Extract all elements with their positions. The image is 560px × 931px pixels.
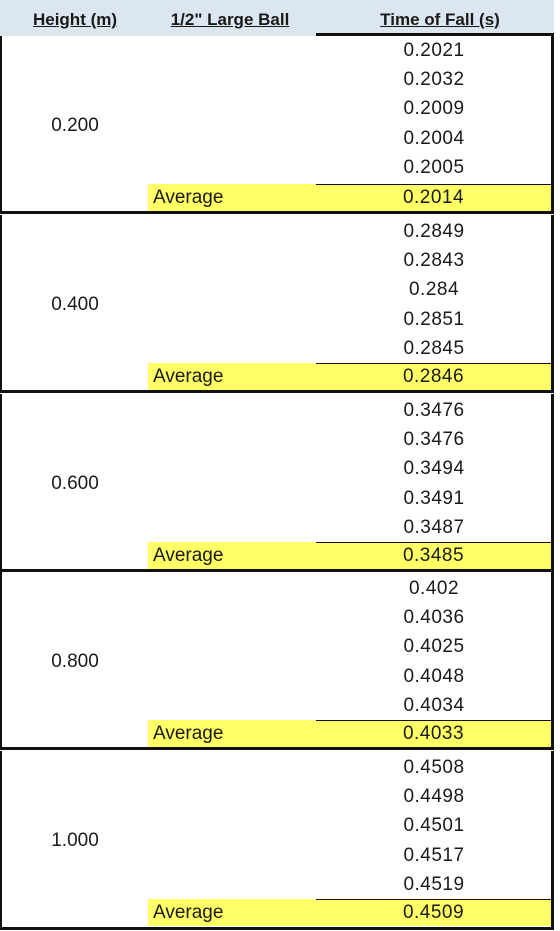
trial-time: 0.4036 <box>403 607 465 628</box>
trial-time: 0.2005 <box>403 157 465 178</box>
average-value: 0.2014 <box>402 187 465 208</box>
group-border-left <box>0 215 2 393</box>
trial-time: 0.4025 <box>403 636 465 657</box>
header-height: Height (m) <box>32 10 118 29</box>
trial-time: 0.2845 <box>403 338 465 359</box>
trial-time: 0.4519 <box>403 874 465 895</box>
height-group: 0.800 0.402 0.4036 0.4025 0.4048 0.4034 … <box>0 572 554 750</box>
group-border-right <box>551 572 554 750</box>
average-label-cell: Average <box>148 899 316 926</box>
trial-time: 0.4508 <box>403 757 465 778</box>
height-value: 0.600 <box>51 473 99 494</box>
trial-time: 0.3491 <box>403 488 465 509</box>
average-value-cell: 0.3485 <box>316 542 551 569</box>
height-value: 0.800 <box>51 651 99 672</box>
group-border-right <box>551 36 554 214</box>
header-time: Time of Fall (s) <box>380 10 500 29</box>
average-label: Average <box>153 187 224 208</box>
trial-time: 0.3487 <box>403 517 465 538</box>
trial-time: 0.2021 <box>403 40 465 61</box>
average-value: 0.4033 <box>402 723 465 744</box>
average-label-cell: Average <box>148 363 316 390</box>
average-value-cell: 0.4509 <box>316 899 551 926</box>
header-ball: 1/2" Large Ball <box>170 10 290 29</box>
group-border-bottom <box>0 390 554 393</box>
trial-time: 0.2009 <box>403 98 465 119</box>
trial-time: 0.2004 <box>403 128 465 149</box>
trial-time: 0.4048 <box>403 666 465 687</box>
average-label-cell: Average <box>148 184 316 211</box>
height-group: 0.400 0.2849 0.2843 0.284 0.2851 0.2845 … <box>0 215 554 393</box>
group-border-bottom <box>0 569 554 572</box>
group-border-left <box>0 751 2 930</box>
height-group: 0.200 0.2021 0.2032 0.2009 0.2004 0.2005… <box>0 36 554 214</box>
height-value: 1.000 <box>51 830 99 851</box>
height-group: 0.600 0.3476 0.3476 0.3494 0.3491 0.3487… <box>0 394 554 572</box>
average-value-cell: 0.2846 <box>316 363 551 390</box>
trial-time: 0.3476 <box>403 400 465 421</box>
group-border-right <box>551 394 554 572</box>
average-label: Average <box>153 366 224 387</box>
trial-time: 0.2032 <box>403 69 465 90</box>
trial-time: 0.402 <box>408 578 460 599</box>
group-border-bottom <box>0 927 554 930</box>
group-border-left <box>0 572 2 750</box>
height-group: 1.000 0.4508 0.4498 0.4501 0.4517 0.4519… <box>0 751 554 930</box>
average-label: Average <box>153 545 224 566</box>
trial-time: 0.4517 <box>403 845 465 866</box>
group-border-bottom <box>0 211 554 214</box>
trial-time: 0.2851 <box>403 309 465 330</box>
average-value: 0.4509 <box>402 902 465 923</box>
table-header: Height (m) 1/2" Large Ball Time of Fall … <box>0 0 554 36</box>
trial-time: 0.2843 <box>403 250 465 271</box>
header-underline <box>316 33 554 36</box>
trial-time: 0.4501 <box>403 815 465 836</box>
group-border-bottom <box>0 747 554 750</box>
average-value-cell: 0.4033 <box>316 720 551 747</box>
average-value: 0.2846 <box>402 366 465 387</box>
group-border-right <box>551 751 554 930</box>
height-value: 0.200 <box>51 115 99 136</box>
average-value-cell: 0.2014 <box>316 184 551 211</box>
group-border-left <box>0 36 2 214</box>
group-border-left <box>0 394 2 572</box>
average-value: 0.3485 <box>402 545 465 566</box>
average-label: Average <box>153 902 224 923</box>
trial-time: 0.2849 <box>403 221 465 242</box>
average-label-cell: Average <box>148 542 316 569</box>
average-label-cell: Average <box>148 720 316 747</box>
average-label: Average <box>153 723 224 744</box>
trial-time: 0.4034 <box>403 695 465 716</box>
trial-time: 0.4498 <box>403 786 465 807</box>
trial-time: 0.284 <box>408 279 460 300</box>
trial-time: 0.3476 <box>403 429 465 450</box>
group-border-right <box>551 215 554 393</box>
trial-time: 0.3494 <box>403 458 465 479</box>
height-value: 0.400 <box>51 294 99 315</box>
